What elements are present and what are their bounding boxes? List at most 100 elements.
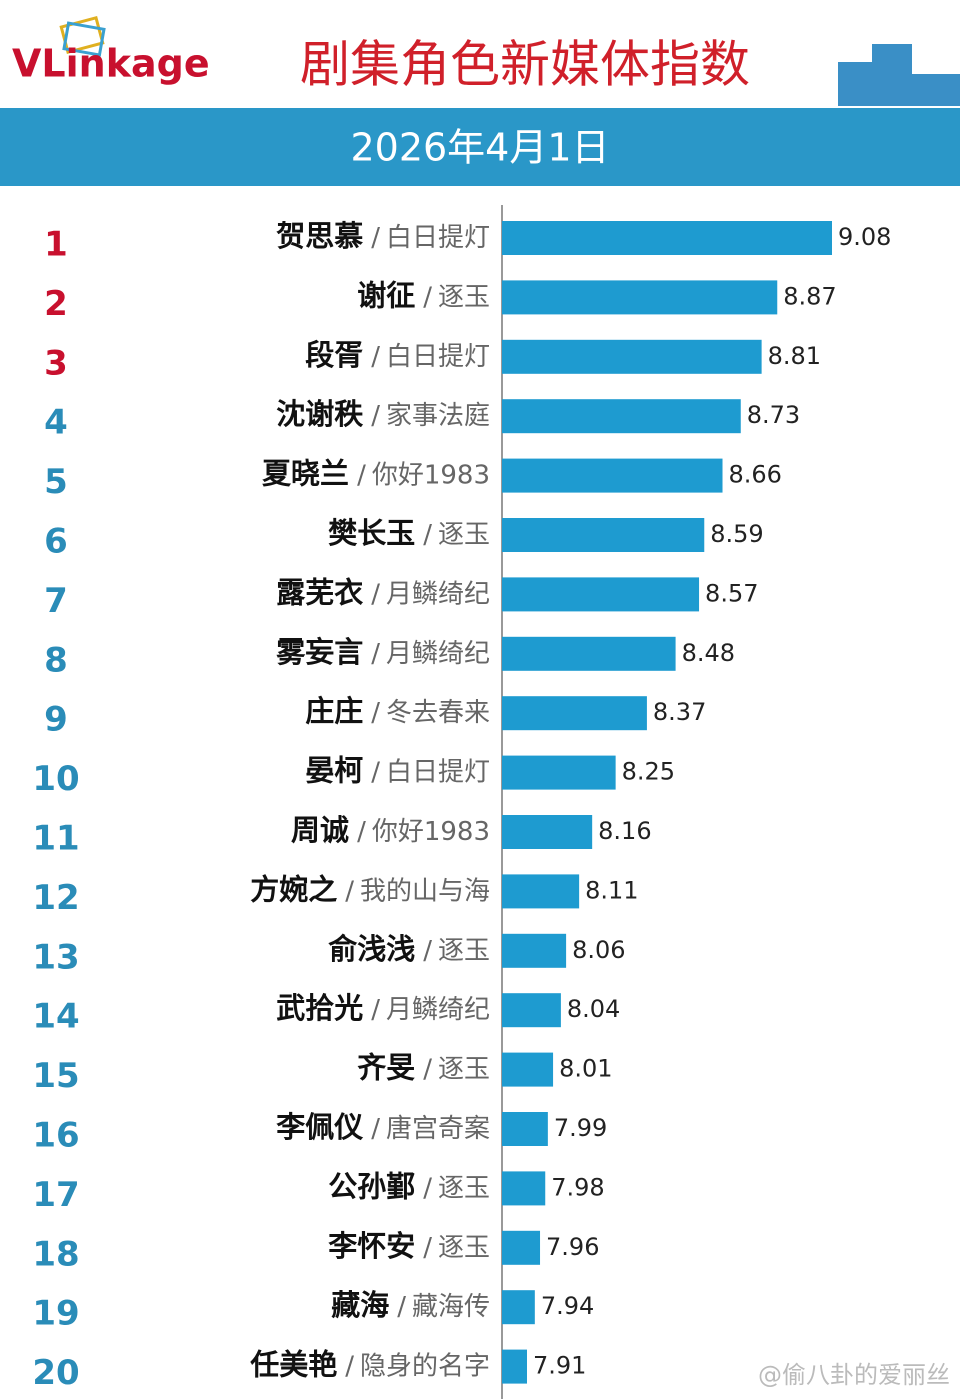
value-label: 7.99	[554, 1114, 607, 1142]
value-label: 7.94	[541, 1292, 594, 1320]
drama-name: 逐玉	[438, 1054, 490, 1084]
character-name: 齐旻	[357, 1051, 415, 1085]
chart-title: 剧集角色新媒体指数	[300, 36, 750, 94]
rank: 5	[44, 462, 68, 502]
bar	[502, 933, 567, 968]
row-label: 沈谢秩 / 家事法庭	[276, 397, 490, 431]
separator: /	[371, 341, 380, 371]
bar	[502, 636, 676, 671]
row-label: 武拾光 / 月鳞绮纪	[276, 991, 490, 1025]
drama-name: 隐身的名字	[360, 1351, 490, 1381]
character-name: 晏柯	[305, 754, 363, 788]
drama-name: 我的山与海	[360, 876, 490, 906]
character-name: 公孙鄞	[328, 1169, 415, 1203]
character-name: 夏晓兰	[262, 457, 349, 491]
drama-name: 白日提灯	[386, 223, 490, 253]
character-name: 贺思慕	[276, 219, 363, 253]
bar	[502, 696, 647, 731]
drama-name: 你好1983	[372, 460, 490, 490]
separator: /	[423, 282, 432, 312]
character-name: 李怀安	[328, 1229, 415, 1263]
rank: 18	[32, 1234, 79, 1274]
rank: 12	[32, 878, 79, 918]
rank: 17	[32, 1175, 79, 1215]
rank: 11	[32, 819, 79, 859]
value-label: 7.96	[546, 1233, 599, 1261]
drama-name: 逐玉	[438, 1232, 490, 1262]
separator: /	[357, 460, 366, 490]
subtitle: 2026年4月1日	[350, 126, 609, 170]
drama-name: 藏海传	[412, 1292, 490, 1322]
separator: /	[423, 1054, 432, 1084]
character-name: 谢征	[357, 278, 415, 312]
separator: /	[423, 520, 432, 550]
bar	[502, 1290, 535, 1325]
drama-name: 月鳞绮纪	[386, 638, 490, 668]
drama-name: 你好1983	[372, 817, 490, 847]
row-label: 段胥 / 白日提灯	[305, 338, 490, 372]
separator: /	[371, 638, 380, 668]
rank: 4	[44, 403, 68, 443]
watermark: @偷八卦的爱丽丝	[758, 1361, 950, 1389]
character-name: 俞浅浅	[327, 932, 415, 966]
drama-name: 冬去春来	[386, 698, 490, 728]
separator: /	[357, 817, 366, 847]
rank: 14	[32, 997, 79, 1037]
rank: 15	[32, 1056, 79, 1096]
rank: 9	[44, 700, 68, 740]
separator: /	[397, 1292, 406, 1322]
rank: 20	[32, 1353, 79, 1393]
value-label: 8.11	[585, 876, 638, 904]
bar	[502, 993, 561, 1028]
value-label: 8.87	[783, 282, 836, 310]
rank: 1	[44, 225, 68, 265]
drama-name: 月鳞绮纪	[386, 579, 490, 609]
character-name: 藏海	[331, 1288, 389, 1322]
row-label: 任美艳 / 隐身的名字	[249, 1348, 490, 1382]
logo: VLinkage	[12, 42, 210, 86]
bar	[502, 280, 778, 315]
drama-name: 唐宫奇案	[386, 1114, 490, 1144]
bar	[502, 339, 762, 374]
character-name: 李佩仪	[276, 1110, 363, 1144]
rank: 8	[44, 640, 68, 680]
bar	[502, 815, 593, 849]
separator: /	[423, 1232, 432, 1262]
row-label: 夏晓兰 / 你好1983	[262, 457, 490, 491]
row-label: 李怀安 / 逐玉	[328, 1229, 490, 1263]
drama-name: 逐玉	[438, 282, 490, 312]
row-label: 露芜衣 / 月鳞绮纪	[276, 575, 490, 609]
separator: /	[371, 223, 380, 253]
character-name: 樊长玉	[328, 516, 415, 550]
value-label: 8.73	[747, 401, 800, 429]
value-label: 7.91	[533, 1352, 586, 1380]
bar	[502, 1230, 541, 1265]
character-name: 雾妄言	[276, 635, 363, 669]
row-label: 樊长玉 / 逐玉	[328, 516, 490, 550]
value-label: 8.81	[768, 342, 821, 370]
rank: 7	[44, 581, 68, 621]
character-name: 段胥	[305, 338, 363, 372]
row-label: 雾妄言 / 月鳞绮纪	[276, 635, 490, 669]
character-name: 庄庄	[305, 694, 363, 728]
rank: 2	[44, 284, 68, 324]
character-name: 沈谢秩	[276, 397, 363, 431]
bar	[502, 518, 705, 552]
value-label: 8.01	[559, 1055, 612, 1083]
drama-name: 逐玉	[438, 1173, 490, 1203]
row-label: 谢征 / 逐玉	[357, 278, 490, 312]
drama-name: 家事法庭	[386, 401, 490, 431]
bar	[502, 399, 741, 434]
row-label: 庄庄 / 冬去春来	[305, 694, 490, 728]
character-name: 方婉之	[250, 872, 337, 906]
value-label: 8.37	[653, 698, 706, 726]
value-label: 8.57	[705, 579, 758, 607]
drama-name: 白日提灯	[386, 757, 490, 787]
value-label: 8.16	[598, 817, 651, 845]
drama-name: 白日提灯	[386, 341, 490, 371]
value-label: 8.25	[622, 758, 675, 786]
row-label: 俞浅浅 / 逐玉	[327, 932, 490, 966]
row-label: 李佩仪 / 唐宫奇案	[276, 1110, 490, 1144]
rank: 19	[32, 1294, 79, 1334]
bar	[502, 458, 723, 493]
